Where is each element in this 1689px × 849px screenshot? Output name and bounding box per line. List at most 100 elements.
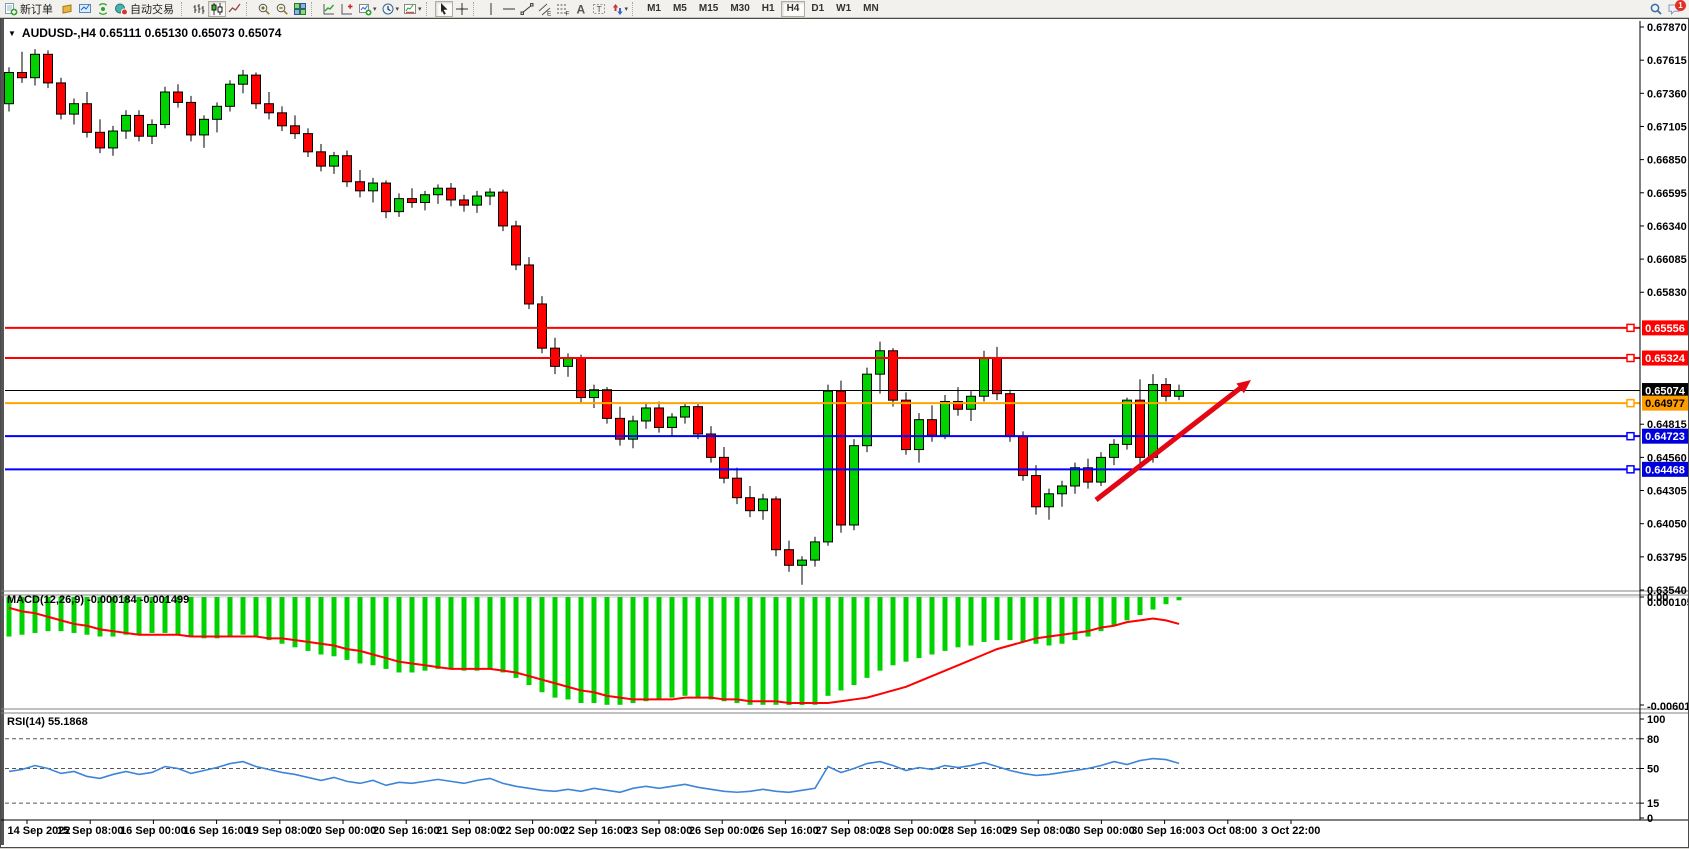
line-chart-button[interactable] — [226, 1, 244, 17]
templates-button[interactable]: ▾ — [401, 1, 424, 17]
signals-button[interactable] — [94, 1, 112, 17]
indicators-button[interactable] — [320, 1, 338, 17]
pivot-line[interactable] — [5, 398, 1640, 408]
candle — [784, 540, 794, 572]
candle — [576, 354, 586, 403]
horizontal-line-button[interactable] — [500, 1, 518, 17]
svg-text:F: F — [565, 10, 569, 16]
timeframe-button-w1[interactable]: W1 — [836, 3, 852, 14]
candle — [277, 106, 287, 132]
macd-max-label: 0.000105 — [1647, 597, 1688, 609]
fibonacci-button[interactable]: F — [554, 1, 572, 17]
support-line-upper-axis-label: 0.64723 — [1642, 428, 1688, 444]
candle — [680, 402, 690, 424]
toolbar-group-zoom — [255, 0, 309, 18]
price-tick-label: 0.67360 — [1647, 88, 1687, 100]
indicators-icon — [323, 3, 335, 14]
price-tick-label: 0.66085 — [1647, 254, 1687, 266]
zoom-in-button[interactable] — [255, 1, 273, 17]
candle — [524, 257, 534, 310]
arrows-button[interactable]: ▾ — [608, 1, 631, 17]
new-order-button-label: 新订单 — [20, 3, 53, 16]
time-tick-label: 26 Sep 16:00 — [752, 825, 819, 837]
cursor-icon — [440, 2, 448, 15]
support-line-upper[interactable] — [5, 431, 1640, 441]
candle — [797, 556, 807, 585]
timeframe-button-m5[interactable]: M5 — [672, 3, 687, 14]
toolbar-gripper — [425, 1, 432, 16]
search-button[interactable] — [1647, 1, 1665, 17]
candle — [485, 188, 495, 206]
chat-button[interactable]: 1 — [1665, 0, 1686, 17]
new-chart-button[interactable]: ▾ — [356, 1, 379, 17]
timeframe-button-m30[interactable]: M30 — [730, 3, 750, 14]
autotrading-button[interactable]: 自动交易 — [112, 1, 179, 17]
candle — [1135, 379, 1145, 467]
periods-button[interactable]: ▾ — [379, 1, 402, 17]
dropdown-caret-icon[interactable]: ▾ — [373, 5, 377, 13]
cursor-button[interactable] — [434, 0, 453, 17]
new-order-button[interactable]: 新订单 — [2, 1, 58, 17]
candle — [95, 119, 105, 154]
candle — [4, 67, 14, 112]
dropdown-caret-icon[interactable]: ▾ — [624, 5, 629, 13]
zoom-out-button[interactable] — [273, 1, 291, 17]
timeframe-button-d1[interactable]: D1 — [811, 3, 825, 14]
candle — [732, 467, 742, 505]
candle — [472, 190, 482, 213]
price-chart: 0.67870 0.67615 0.67360 0.67105 0.66850 0.665… — [1, 19, 1688, 845]
line-handle[interactable] — [1626, 465, 1635, 474]
candle — [394, 193, 404, 217]
equidistant-channel-button[interactable]: E — [536, 1, 554, 17]
signals-icon — [98, 2, 108, 15]
candle — [342, 150, 352, 187]
time-tick-label: 26 Sep 00:00 — [689, 825, 756, 837]
charts-community-button[interactable] — [76, 1, 94, 17]
community-icon — [79, 3, 91, 13]
trend-arrow[interactable] — [1094, 380, 1251, 502]
objects-icon — [341, 3, 353, 14]
dropdown-caret-icon[interactable]: ▾ — [395, 5, 400, 13]
resistance-line-lower[interactable] — [5, 353, 1640, 363]
trendline-button[interactable] — [518, 1, 536, 17]
line-handle[interactable] — [1626, 431, 1635, 441]
tile-windows-button[interactable] — [291, 1, 309, 17]
timeframe-button-m1[interactable]: M1 — [647, 3, 661, 14]
toolbar-group-cursor — [434, 0, 471, 18]
crosshair-button[interactable] — [453, 1, 471, 17]
candle — [186, 95, 196, 142]
objects-list-button[interactable] — [338, 1, 356, 17]
notification-badge: 1 — [1675, 0, 1686, 11]
bar-chart-button[interactable] — [190, 1, 208, 17]
candle — [355, 170, 365, 198]
time-tick-label: 28 Sep 00:00 — [878, 825, 945, 837]
text-label-button[interactable]: T — [590, 1, 608, 17]
text-button[interactable]: A — [572, 1, 590, 17]
svg-text:A: A — [576, 2, 585, 16]
candlestick-chart-button[interactable] — [208, 0, 226, 17]
panel-separators[interactable] — [1, 590, 1688, 714]
timeframe-button-h1[interactable]: H1 — [761, 3, 775, 14]
timeframe-button-m15[interactable]: M15 — [698, 3, 719, 14]
chevron-down-icon[interactable]: ▼ — [8, 28, 16, 38]
resistance-line-lower-axis-label: 0.65324 — [1642, 350, 1688, 366]
dropdown-caret-icon[interactable]: ▾ — [418, 5, 422, 13]
candle — [199, 115, 209, 148]
candle — [706, 426, 716, 463]
line-handle[interactable] — [1626, 398, 1635, 408]
vertical-line-button[interactable] — [482, 1, 500, 17]
resistance-line-upper[interactable] — [5, 323, 1640, 333]
price-tick-label: 0.63540 — [1647, 585, 1687, 597]
time-tick-label: 15 Sep 08:00 — [57, 825, 124, 837]
profiles-button[interactable] — [58, 1, 76, 17]
line-handle[interactable] — [1626, 323, 1635, 333]
support-line-lower[interactable] — [5, 465, 1640, 474]
line-handle[interactable] — [1626, 353, 1635, 363]
timeframe-button-h4[interactable]: H4 — [780, 0, 806, 17]
candle — [940, 394, 950, 440]
timeframe-button-mn[interactable]: MN — [863, 3, 879, 14]
candle — [121, 110, 131, 139]
text-icon: A — [576, 2, 585, 16]
fibo-icon: F — [556, 4, 569, 16]
candle — [862, 367, 872, 453]
